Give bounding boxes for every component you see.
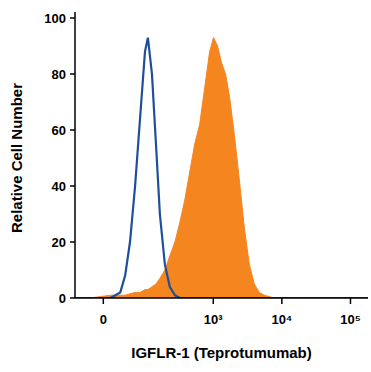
x-tick-label: 0 [100,312,107,327]
y-tick [70,73,75,75]
y-tick [70,17,75,19]
y-tick [70,297,75,299]
x-tick [103,298,105,304]
x-tick-label: 10⁴ [271,312,292,327]
y-tick [70,185,75,187]
y-tick-label: 20 [52,235,66,250]
y-tick-label: 100 [44,11,66,26]
y-tick-label: 0 [59,291,66,306]
outline-histogram [75,38,368,298]
chart: 0 20 40 60 80 100 0 10³ 10⁴ 10⁵ IGFLR-1 (Teprotumu… [0,0,371,372]
y-tick-label: 60 [52,123,66,138]
x-tick-label: 10⁵ [340,312,361,327]
x-tick [213,298,215,304]
plot-area [75,38,368,298]
y-axis-title: Relative Cell Number [8,83,25,233]
y-tick [70,241,75,243]
y-axis [74,12,76,298]
filled-histogram [75,38,368,298]
x-tick [281,298,283,304]
x-axis-title: IGFLR-1 (Teprotumumab) [131,344,312,361]
y-tick-label: 80 [52,67,66,82]
x-tick [350,298,352,304]
y-tick [70,129,75,131]
x-tick-label: 10³ [204,312,223,327]
y-tick-label: 40 [52,179,66,194]
x-axis [75,297,368,299]
